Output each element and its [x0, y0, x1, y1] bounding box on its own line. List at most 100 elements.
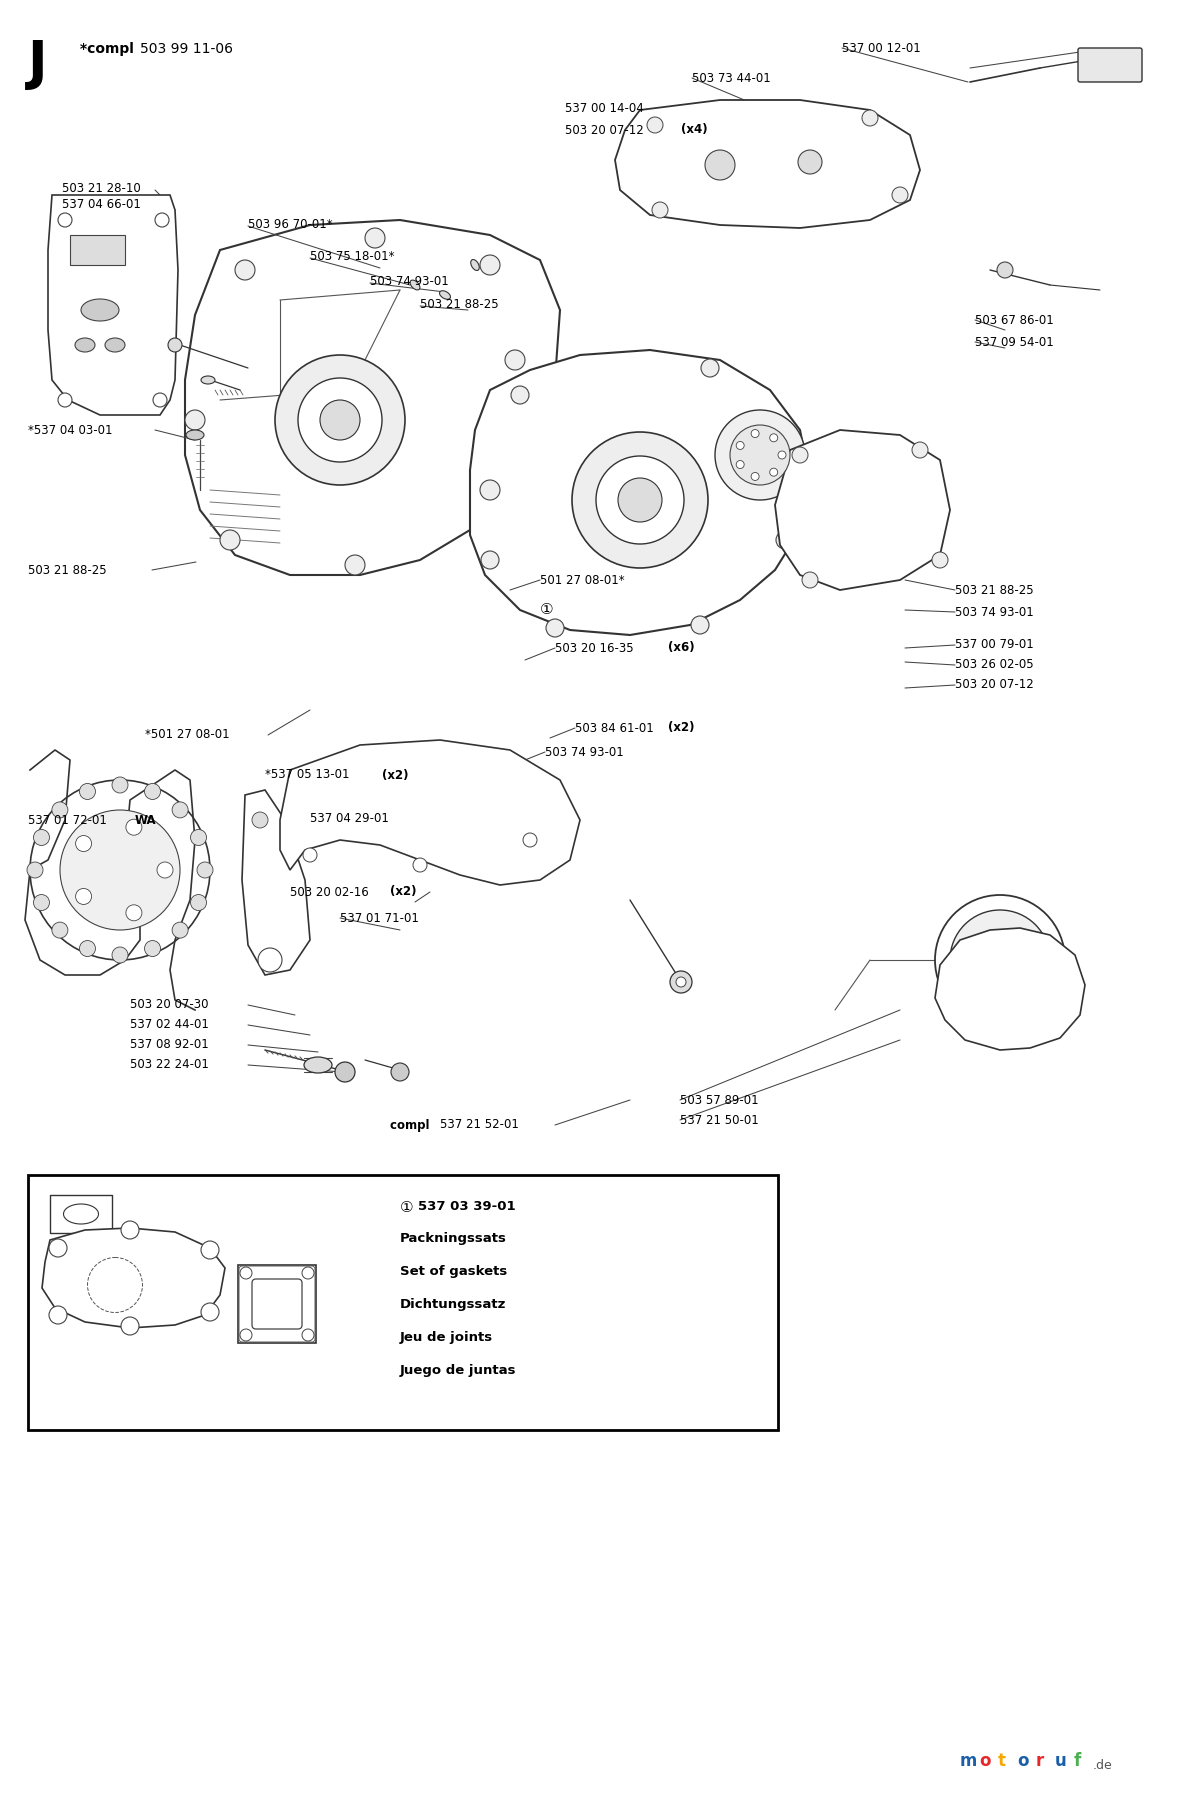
Circle shape	[893, 187, 908, 203]
Circle shape	[153, 392, 167, 407]
Text: 503 96 70-01*: 503 96 70-01*	[248, 218, 333, 230]
Text: 503 84 61-01: 503 84 61-01	[575, 722, 658, 734]
Ellipse shape	[770, 434, 778, 441]
Circle shape	[201, 1303, 219, 1321]
Ellipse shape	[934, 895, 1065, 1024]
Circle shape	[365, 229, 385, 248]
Circle shape	[49, 1307, 67, 1325]
Text: (x2): (x2)	[668, 722, 695, 734]
FancyBboxPatch shape	[238, 1265, 315, 1343]
Circle shape	[190, 895, 206, 911]
Text: 537 02 44-01: 537 02 44-01	[131, 1019, 208, 1031]
Text: *537 05 13-01: *537 05 13-01	[265, 769, 353, 781]
Circle shape	[34, 830, 49, 846]
Text: (x6): (x6)	[668, 641, 695, 655]
Text: 503 20 07-30: 503 20 07-30	[131, 999, 208, 1012]
Text: 503 22 24-01: 503 22 24-01	[131, 1058, 208, 1071]
Text: (x2): (x2)	[382, 769, 409, 781]
Circle shape	[201, 1240, 219, 1258]
Text: WA: WA	[135, 814, 157, 826]
Circle shape	[155, 212, 169, 227]
Polygon shape	[184, 220, 559, 574]
Text: .de: .de	[1093, 1759, 1113, 1771]
Text: Packningssats: Packningssats	[400, 1231, 507, 1246]
Circle shape	[652, 202, 668, 218]
Circle shape	[126, 905, 141, 922]
Text: 537 21 52-01: 537 21 52-01	[440, 1118, 519, 1132]
Circle shape	[647, 117, 662, 133]
Polygon shape	[615, 101, 920, 229]
Circle shape	[670, 970, 692, 994]
Circle shape	[240, 1328, 252, 1341]
Circle shape	[691, 616, 709, 634]
Ellipse shape	[304, 1057, 332, 1073]
Circle shape	[126, 819, 141, 835]
Ellipse shape	[471, 259, 479, 270]
Circle shape	[240, 1267, 252, 1280]
Circle shape	[997, 263, 1014, 277]
Text: 537 01 72-01: 537 01 72-01	[28, 814, 110, 826]
Circle shape	[235, 259, 255, 281]
Text: 503 20 16-35: 503 20 16-35	[555, 641, 637, 655]
Text: 537 01 71-01: 537 01 71-01	[340, 911, 419, 925]
Ellipse shape	[751, 430, 760, 437]
Circle shape	[391, 1064, 409, 1082]
Ellipse shape	[410, 281, 420, 290]
Polygon shape	[280, 740, 580, 886]
Ellipse shape	[778, 452, 786, 459]
Circle shape	[776, 531, 794, 549]
Text: 503 74 93-01: 503 74 93-01	[955, 605, 1034, 619]
Ellipse shape	[737, 441, 744, 450]
Ellipse shape	[87, 1258, 143, 1312]
Text: 503 74 93-01: 503 74 93-01	[370, 275, 449, 288]
Text: Jeu de joints: Jeu de joints	[400, 1330, 494, 1345]
Text: *compl: *compl	[80, 41, 139, 56]
Text: (x2): (x2)	[391, 886, 417, 898]
Text: *537 04 03-01: *537 04 03-01	[28, 423, 113, 437]
Text: (x4): (x4)	[680, 124, 708, 137]
Circle shape	[30, 779, 210, 959]
Ellipse shape	[770, 468, 778, 477]
Circle shape	[173, 922, 188, 938]
Ellipse shape	[75, 338, 95, 353]
Polygon shape	[42, 1228, 225, 1328]
Circle shape	[571, 432, 708, 569]
Text: *501 27 08-01: *501 27 08-01	[145, 729, 230, 742]
Circle shape	[190, 830, 206, 846]
Circle shape	[482, 551, 500, 569]
Circle shape	[704, 149, 736, 180]
Text: 503 21 88-25: 503 21 88-25	[955, 583, 1034, 596]
Bar	[50, 1195, 111, 1233]
Bar	[69, 236, 125, 265]
Circle shape	[173, 801, 188, 817]
Text: Set of gaskets: Set of gaskets	[400, 1265, 507, 1278]
Text: 503 73 44-01: 503 73 44-01	[692, 72, 770, 85]
Text: 537 04 29-01: 537 04 29-01	[310, 812, 389, 824]
Text: Dichtungssatz: Dichtungssatz	[400, 1298, 507, 1310]
Text: 503 21 88-25: 503 21 88-25	[28, 563, 107, 576]
Circle shape	[75, 835, 91, 851]
Text: 537 00 14-04: 537 00 14-04	[565, 101, 643, 115]
Text: f: f	[1073, 1751, 1082, 1769]
Text: 503 74 93-01: 503 74 93-01	[545, 745, 624, 758]
Circle shape	[320, 400, 361, 439]
Text: 501 27 08-01*: 501 27 08-01*	[540, 574, 624, 587]
Circle shape	[480, 481, 500, 500]
Circle shape	[512, 385, 530, 403]
Text: Juego de juntas: Juego de juntas	[400, 1364, 516, 1377]
Circle shape	[912, 443, 928, 457]
Text: 503 57 89-01: 503 57 89-01	[680, 1093, 758, 1107]
Text: 537 00 79-01: 537 00 79-01	[955, 639, 1034, 652]
Circle shape	[798, 149, 822, 175]
Text: 537 21 50-01: 537 21 50-01	[680, 1114, 758, 1127]
Ellipse shape	[440, 292, 450, 299]
Text: 503 67 86-01: 503 67 86-01	[975, 313, 1054, 326]
Circle shape	[168, 338, 182, 353]
Text: o: o	[979, 1751, 991, 1769]
Text: 503 75 18-01*: 503 75 18-01*	[310, 250, 394, 263]
Circle shape	[701, 358, 719, 376]
Circle shape	[111, 947, 128, 963]
Circle shape	[546, 619, 564, 637]
Circle shape	[730, 425, 789, 484]
Polygon shape	[470, 349, 810, 635]
